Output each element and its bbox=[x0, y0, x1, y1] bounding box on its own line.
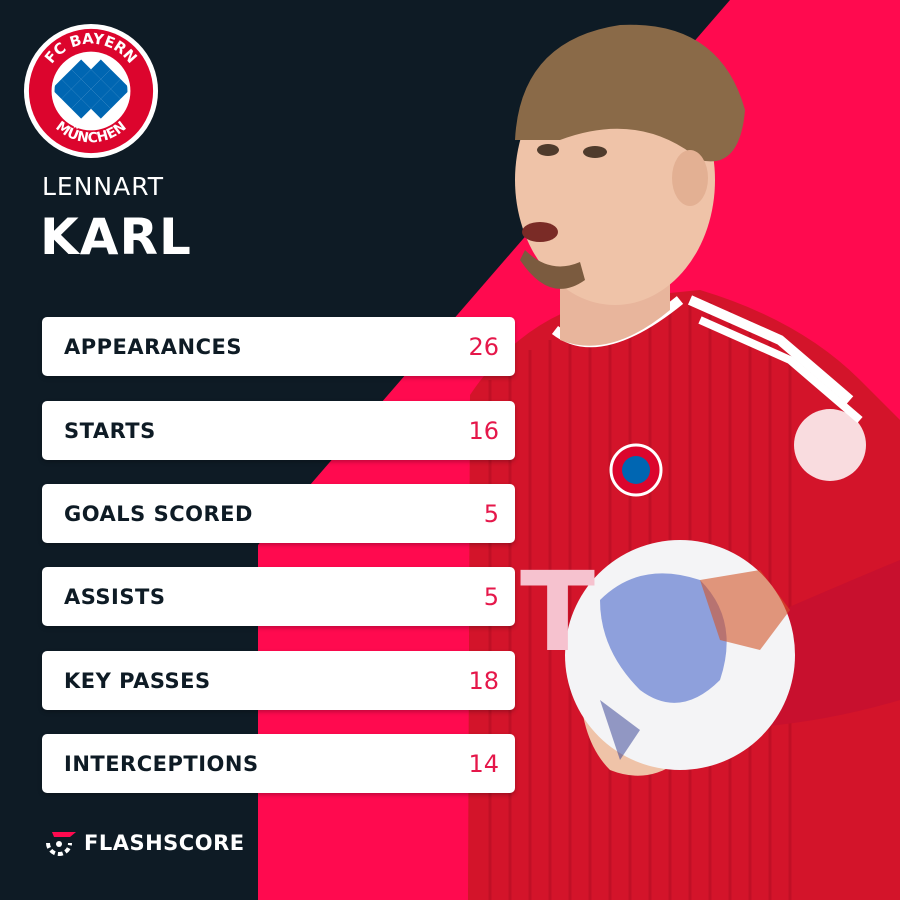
stat-row-key-passes: KEY PASSES 18 bbox=[42, 651, 515, 710]
stat-value: 14 bbox=[468, 750, 499, 778]
fc-bayern-crest-icon: FC BAYERN MÜNCHEN bbox=[23, 23, 159, 159]
player-last-name: KARL bbox=[40, 208, 192, 266]
stat-row-appearances: APPEARANCES 26 bbox=[42, 317, 515, 376]
flashscore-brand: FLASHSCORE bbox=[44, 828, 245, 858]
stat-label: KEY PASSES bbox=[64, 669, 211, 693]
flashscore-logo-icon bbox=[46, 832, 76, 856]
stat-value: 5 bbox=[483, 583, 499, 611]
stat-value: 26 bbox=[468, 333, 499, 361]
stat-label: STARTS bbox=[64, 419, 156, 443]
stat-label: ASSISTS bbox=[64, 585, 166, 609]
flashscore-wordmark: FLASHSCORE bbox=[84, 831, 245, 855]
stat-row-assists: ASSISTS 5 bbox=[42, 567, 515, 626]
stat-row-goals-scored: GOALS SCORED 5 bbox=[42, 484, 515, 543]
stat-label: APPEARANCES bbox=[64, 335, 243, 359]
stat-row-starts: STARTS 16 bbox=[42, 401, 515, 460]
stat-label: INTERCEPTIONS bbox=[64, 752, 259, 776]
player-first-name: LENNART bbox=[42, 172, 165, 201]
stat-row-interceptions: INTERCEPTIONS 14 bbox=[42, 734, 515, 793]
stat-value: 5 bbox=[483, 500, 499, 528]
stat-value: 18 bbox=[468, 667, 499, 695]
stat-label: GOALS SCORED bbox=[64, 502, 253, 526]
svg-text:T: T bbox=[520, 548, 595, 676]
stat-value: 16 bbox=[468, 417, 499, 445]
